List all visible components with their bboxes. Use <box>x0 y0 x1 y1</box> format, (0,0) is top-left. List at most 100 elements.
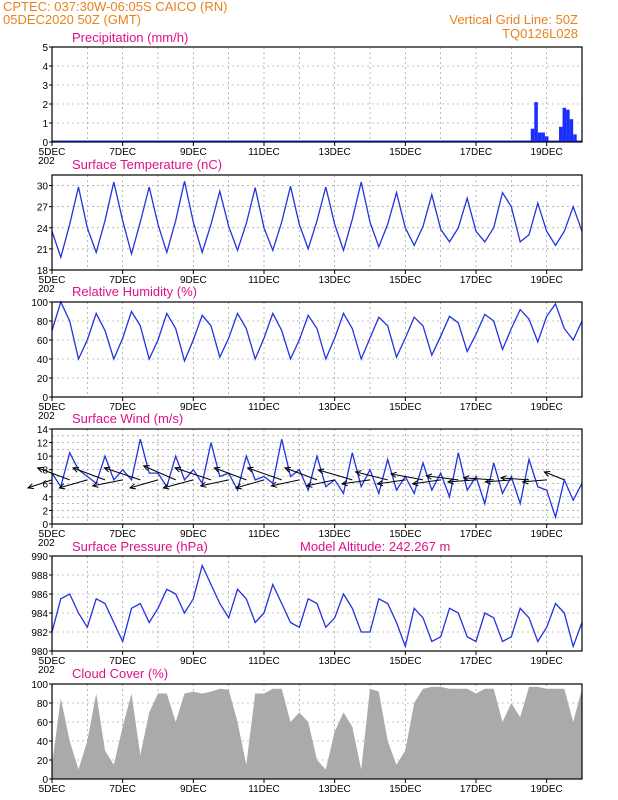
wind-ytick-label: 10 <box>37 452 49 463</box>
pressure-xtick-label: 9DEC <box>180 656 207 667</box>
cloud-xtick-label: 5DEC <box>39 784 66 795</box>
humidity-panel: Relative Humidity (%) 0 20 40 60 80 100 5DEC 7D… <box>31 284 583 422</box>
wind-wind-arrow <box>500 477 530 481</box>
temp-ytick-label: 24 <box>37 224 49 235</box>
pressure-xtick-label: 11DEC <box>248 656 280 667</box>
precip-bar <box>541 132 545 142</box>
rh-xtick-label: 11DEC <box>248 402 280 413</box>
cloud-ytick-label: 20 <box>37 756 49 767</box>
temp-ytick-label: 18 <box>37 266 49 277</box>
wind-wind-arrow <box>143 465 176 481</box>
temp-xtick-label: 5DEC <box>39 275 66 286</box>
wind-wind-arrowhead <box>213 466 221 473</box>
cloud-xtick-label: 9DEC <box>180 784 207 795</box>
wind-wind-arrow <box>174 467 212 481</box>
wind-wind-arrow <box>129 479 159 489</box>
wind-ytick-label: 14 <box>37 425 49 436</box>
rh-xtick-label: 13DEC <box>319 402 351 413</box>
temp-xtick-label: 9DEC <box>180 275 207 286</box>
humidity-title: Relative Humidity (%) <box>72 284 197 299</box>
precip-xtick-label: 13DEC <box>319 147 351 158</box>
wind-wind-arrowhead <box>411 480 419 487</box>
wind-wind-arrowhead <box>446 478 454 485</box>
rh-xtick-label: 5DEC <box>39 402 66 413</box>
pressure-ytick-label: 982 <box>31 628 48 639</box>
temp-xtick-label: 19DEC <box>531 275 563 286</box>
wind-wind-arrowhead <box>103 466 111 473</box>
wind-wind-arrowhead <box>543 470 551 477</box>
wind-wind-arrow <box>214 467 247 481</box>
precip-bar <box>559 126 563 142</box>
precip-bar <box>566 109 570 142</box>
wind-wind-arrow <box>544 471 565 481</box>
pressure-xtick-label: 19DEC <box>531 656 563 667</box>
header-model-code: TQ0126L028 <box>502 26 578 41</box>
wind-ytick-label: 12 <box>37 439 49 450</box>
precip-bar <box>537 132 542 142</box>
temp-ytick-label: 27 <box>37 203 49 214</box>
wind-wind-arrow <box>92 479 123 487</box>
wind-xtick-label: 19DEC <box>531 529 563 540</box>
wind-wind-arrowhead <box>354 470 362 477</box>
cloud-ytick-label: 0 <box>42 775 48 786</box>
temperature-title: Surface Temperature (nC) <box>72 157 222 172</box>
wind-wind-arrowhead <box>142 465 150 471</box>
wind-wind-arrowhead <box>484 478 492 485</box>
precipitation-title: Precipitation (mm/h) <box>72 30 188 45</box>
pressure-xtick-label: 13DEC <box>319 656 351 667</box>
wind-wind-arrow <box>247 467 282 481</box>
wind-wind-arrowhead <box>283 466 292 473</box>
wind-wind-arrow <box>271 479 300 487</box>
precip-bar <box>534 102 538 142</box>
header-station: CPTEC: 037:30W-06:05S CAICO (RN) <box>3 0 227 14</box>
pressure-xtick-label: 17DEC <box>460 656 492 667</box>
wind-xtick-label: 15DEC <box>389 529 421 540</box>
temp-year-label: 202 <box>38 284 55 295</box>
wind-wind-arrowhead <box>26 483 35 490</box>
wind-xtick-label: 11DEC <box>248 529 280 540</box>
pressure-xtick-label: 7DEC <box>109 656 136 667</box>
precip-xtick-label: 11DEC <box>248 147 280 158</box>
pressure-ytick-label: 988 <box>31 571 48 582</box>
model-altitude: Model Altitude: 242.267 m <box>300 539 450 554</box>
pressure-ytick-label: 986 <box>31 590 48 601</box>
precip-ytick-label: 1 <box>42 119 48 130</box>
rh-ytick-label: 80 <box>37 317 49 328</box>
pressure-xtick-label: 15DEC <box>389 656 421 667</box>
wind-wind-arrow <box>59 479 88 489</box>
pressure-series-line <box>51 563 583 649</box>
wind-wind-arrow <box>72 467 106 481</box>
wind-wind-arrowhead <box>499 475 507 482</box>
wind-wind-arrowhead <box>425 473 433 480</box>
wind-wind-arrow <box>412 479 441 485</box>
cloud-xtick-label: 13DEC <box>319 784 351 795</box>
wind-xtick-label: 7DEC <box>109 529 136 540</box>
precip-year-label: 202 <box>38 156 55 167</box>
pressure-frame <box>51 555 583 652</box>
temp-xtick-label: 11DEC <box>248 275 280 286</box>
wind-wind-arrowhead <box>305 481 313 488</box>
pressure-ytick-label: 990 <box>31 552 48 563</box>
rh-xtick-label: 19DEC <box>531 402 563 413</box>
cloud-frame <box>51 683 583 780</box>
wind-wind-arrowhead <box>270 481 278 488</box>
rh-ytick-label: 0 <box>42 393 48 404</box>
wind-wind-arrow <box>104 467 141 481</box>
wind-wind-arrow <box>447 479 477 483</box>
precipitation-panel: Precipitation (mm/h) 0 1 2 3 4 5 5DEC 7DEC 9DEC 1… <box>38 30 583 167</box>
cloud-xtick-label: 19DEC <box>531 784 563 795</box>
wind-wind-arrowhead <box>246 466 254 473</box>
rh-xtick-label: 7DEC <box>109 402 136 413</box>
precip-bar <box>573 134 577 142</box>
rh-xtick-label: 9DEC <box>180 402 207 413</box>
wind-series-line <box>51 439 583 520</box>
temperature-panel: Surface Temperature (nC) 18 21 24 27 30 5DEC 7… <box>37 157 583 295</box>
pressure-ytick-label: 984 <box>31 609 48 620</box>
precip-ytick-label: 2 <box>42 100 48 111</box>
wind-wind-arrow <box>37 467 70 481</box>
precip-bar <box>562 107 567 142</box>
precip-bar <box>544 136 549 142</box>
wind-wind-arrowhead <box>462 475 470 482</box>
wind-frame <box>51 428 583 525</box>
